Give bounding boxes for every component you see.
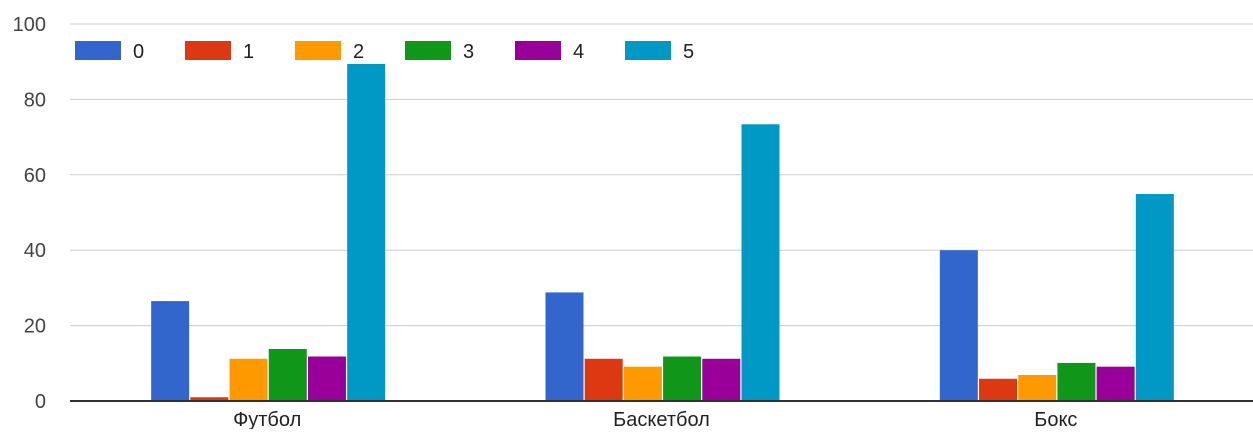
bar-Бокс-series-0 xyxy=(939,250,978,401)
y-tick-label: 20 xyxy=(24,316,46,338)
bar-Баскетбол-series-0 xyxy=(545,292,584,401)
grid-lines xyxy=(70,23,1253,327)
y-tick-label: 40 xyxy=(24,240,46,262)
legend-label: 2 xyxy=(353,41,364,63)
legend-swatch xyxy=(405,41,451,60)
bar-Бокс-series-4 xyxy=(1096,366,1135,401)
legend-label: 0 xyxy=(133,41,144,63)
bar-Баскетбол-series-4 xyxy=(702,358,741,401)
y-tick-label: 60 xyxy=(24,165,46,187)
y-tick-label: 100 xyxy=(13,14,46,36)
legend-label: 4 xyxy=(573,41,584,63)
bar-Футбол-series-0 xyxy=(151,301,190,401)
legend-label: 5 xyxy=(683,41,694,63)
bar-Футбол-series-1 xyxy=(190,397,229,401)
legend: 0 1 2 3 4 5 xyxy=(75,41,694,63)
y-tick-label: 80 xyxy=(24,89,46,111)
bar-Баскетбол-series-3 xyxy=(663,356,702,401)
legend-item-0: 0 xyxy=(75,41,144,63)
legend-swatch xyxy=(625,41,671,60)
y-tick-label: 0 xyxy=(35,391,46,413)
legend-label: 1 xyxy=(243,41,254,63)
bar-Бокс-series-3 xyxy=(1057,362,1096,401)
bar-Бокс-series-5 xyxy=(1135,194,1174,401)
bar-Баскетбол-series-2 xyxy=(623,366,662,401)
bars xyxy=(151,63,1174,402)
bar-Футбол-series-2 xyxy=(229,358,268,401)
legend-item-3: 3 xyxy=(405,41,474,63)
bar-Футбол-series-4 xyxy=(307,356,346,401)
x-category-label: Футбол xyxy=(233,409,301,429)
legend-swatch xyxy=(75,41,121,60)
legend-label: 3 xyxy=(463,41,474,63)
legend-swatch xyxy=(185,41,231,60)
legend-item-2: 2 xyxy=(295,41,364,63)
bar-Баскетбол-series-5 xyxy=(741,124,780,402)
bar-Баскетбол-series-1 xyxy=(584,358,623,401)
legend-item-4: 4 xyxy=(515,41,584,63)
bar-Бокс-series-1 xyxy=(979,378,1018,401)
legend-swatch xyxy=(295,41,341,60)
bar-Футбол-series-3 xyxy=(268,348,307,401)
x-category-label: Баскетбол xyxy=(613,409,710,429)
x-axis-category-labels: Футбол Баскетбол Бокс xyxy=(233,409,1077,431)
bar-Бокс-series-2 xyxy=(1018,374,1057,401)
legend-swatch xyxy=(515,41,561,60)
y-axis-tick-labels: 0 20 40 60 80 100 xyxy=(13,14,46,413)
x-category-label: Бокс xyxy=(1034,409,1077,429)
legend-item-5: 5 xyxy=(625,41,694,63)
bar-Футбол-series-5 xyxy=(347,63,386,401)
legend-item-1: 1 xyxy=(185,41,254,63)
